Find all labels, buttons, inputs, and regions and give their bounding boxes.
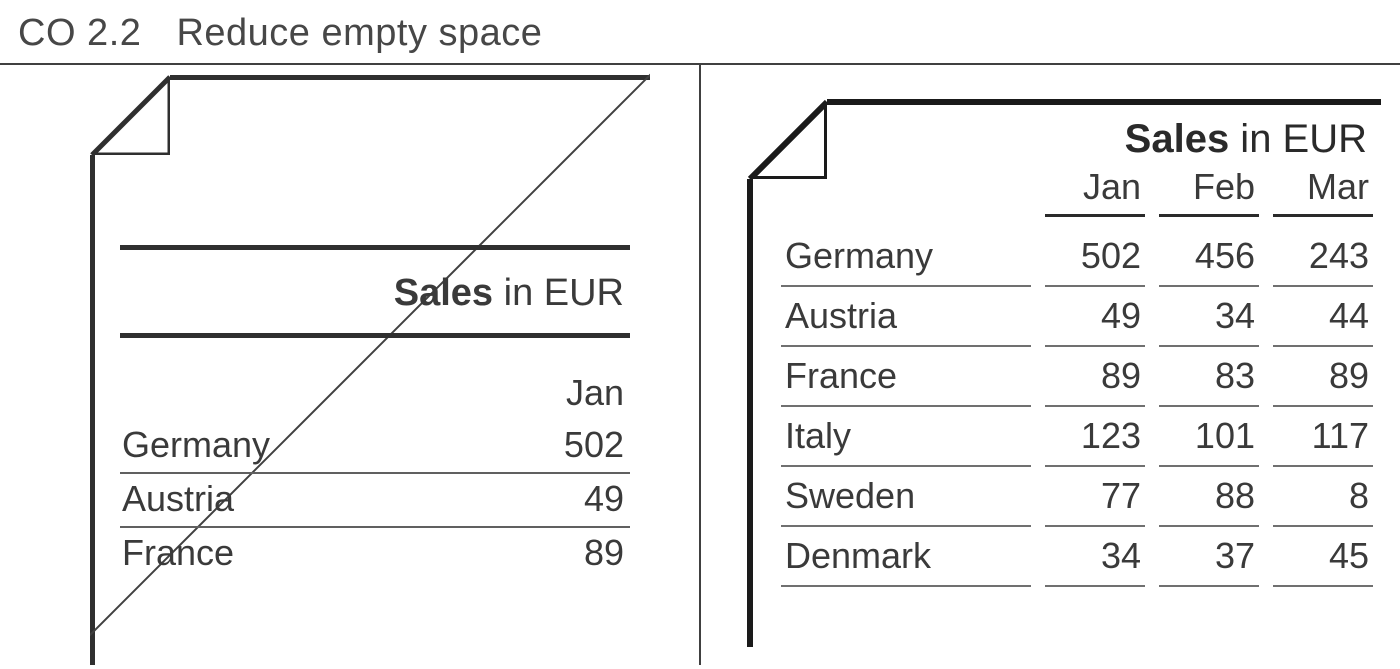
country-cell: Germany [120,420,480,473]
value-cell: 89 [510,527,630,580]
bad-example-panel: Sales in EUR Jan Germany 502 Austria [0,65,699,665]
value-cell: 243 [1273,227,1373,287]
country-cell: Italy [781,407,1031,467]
value-cell: 77 [1045,467,1145,527]
page-top-edge [170,75,650,80]
table-row: France 89 [120,527,630,580]
value-cell: 101 [1159,407,1259,467]
table-row: Italy 123 101 117 [781,407,1373,467]
country-cell: Germany [781,227,1031,287]
figure-heading: CO 2.2 Reduce empty space [0,0,1400,63]
month-header: Mar [1273,164,1373,217]
rule [120,333,630,338]
page-top-edge [827,99,1381,105]
country-cell: Denmark [781,527,1031,587]
table-row: Germany 502 456 243 [781,227,1373,287]
value-cell: 502 [1045,227,1145,287]
value-cell: 88 [1159,467,1259,527]
value-cell: 117 [1273,407,1373,467]
country-cell: Sweden [781,467,1031,527]
country-cell: Austria [781,287,1031,347]
value-cell: 83 [1159,347,1259,407]
good-data-table: Jan Feb Mar Germany 502 456 243 Au [781,164,1373,587]
country-cell: Austria [120,473,480,527]
value-cell: 456 [1159,227,1259,287]
bad-table-title: Sales in EUR [120,250,630,333]
value-cell: 34 [1045,527,1145,587]
good-table-region: Sales in EUR Jan Feb Mar Germany [781,117,1373,587]
table-row: Austria 49 34 44 [781,287,1373,347]
month-header: Jan [510,368,630,420]
value-cell: 502 [510,420,630,473]
country-cell: France [781,347,1031,407]
table-row: France 89 83 89 [781,347,1373,407]
value-cell: 44 [1273,287,1373,347]
value-cell: 49 [1045,287,1145,347]
value-cell: 49 [510,473,630,527]
value-cell: 45 [1273,527,1373,587]
value-cell: 37 [1159,527,1259,587]
page-fold-icon [90,75,170,155]
value-cell: 89 [1045,347,1145,407]
table-row: Germany 502 [120,420,630,473]
value-cell: 8 [1273,467,1373,527]
month-header: Jan [1045,164,1145,217]
value-cell: 89 [1273,347,1373,407]
value-cell: 34 [1159,287,1259,347]
good-example-panel: Sales in EUR Jan Feb Mar Germany [701,65,1400,665]
table-row: Austria 49 [120,473,630,527]
month-header: Feb [1159,164,1259,217]
bad-table-region: Sales in EUR Jan Germany 502 Austria [120,245,630,580]
bad-data-table: Jan Germany 502 Austria 49 France [120,368,630,580]
heading-code: CO 2.2 [18,12,141,54]
heading-title: Reduce empty space [176,12,542,54]
page-left-edge [90,155,95,665]
table-row: Sweden 77 88 8 [781,467,1373,527]
page-left-edge [747,179,753,647]
value-cell: 123 [1045,407,1145,467]
table-row: Denmark 34 37 45 [781,527,1373,587]
country-cell: France [120,527,480,580]
comparison-panels: Sales in EUR Jan Germany 502 Austria [0,65,1400,665]
good-table-title: Sales in EUR [781,117,1373,164]
